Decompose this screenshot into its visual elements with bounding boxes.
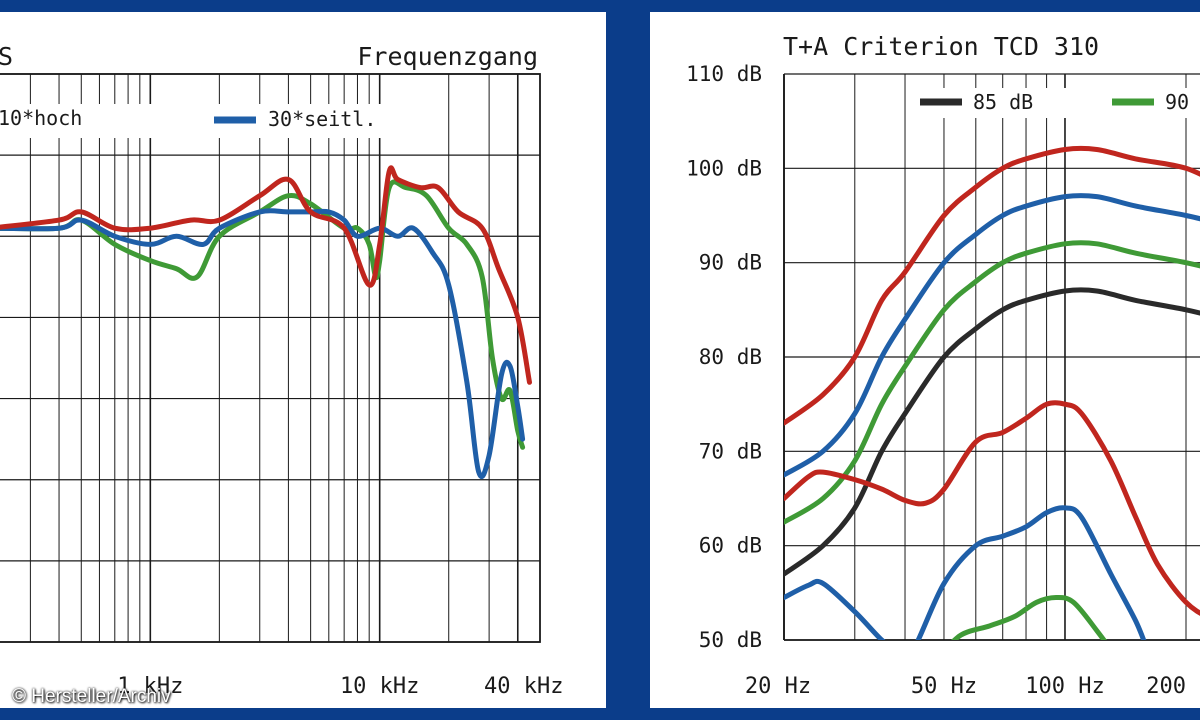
series-line-red bbox=[0, 165, 532, 385]
legend-label: 90 bbox=[1165, 90, 1189, 114]
chart-title: T+A Criterion TCD 310 bbox=[783, 32, 1099, 61]
x-tick-label: 1 kHz bbox=[117, 674, 183, 699]
y-tick-label: 60 dB bbox=[699, 534, 762, 558]
y-tick-label: 80 dB bbox=[699, 345, 762, 369]
distortion-chart: 85 dB 90 T+A Criterion TCD 310 110 dB 100 dB… bbox=[686, 32, 1200, 699]
x-tick-label: 200 Hz bbox=[1146, 674, 1200, 699]
x-tick-label: 100 Hz bbox=[1025, 674, 1104, 699]
image-credit: © Hersteller/Archiv bbox=[12, 686, 171, 707]
series-line-black bbox=[784, 287, 1200, 577]
frequenzgang-chart: 10*hoch 30*seitl. S Frequenzgang 1 kHz 10 kHz… bbox=[0, 42, 564, 699]
series-group bbox=[784, 145, 1200, 640]
series-line-blue bbox=[0, 208, 526, 479]
series-line-red bbox=[784, 400, 1200, 617]
x-tick-label: 20 Hz bbox=[745, 674, 811, 699]
y-tick-label: 50 dB bbox=[699, 628, 762, 652]
series-line-red bbox=[784, 145, 1200, 426]
series-line-green bbox=[784, 240, 1200, 525]
series-line-blue bbox=[784, 505, 1147, 640]
y-tick-label: 110 dB bbox=[686, 62, 762, 86]
chart-title-left: S bbox=[0, 42, 13, 71]
series-line-blue bbox=[784, 192, 1200, 478]
y-tick-label: 90 dB bbox=[699, 251, 762, 275]
x-tick-label: 50 Hz bbox=[911, 674, 977, 699]
series-line-green bbox=[950, 594, 1107, 640]
legend-label: 30*seitl. bbox=[268, 107, 376, 131]
chart-panel-distortion: 85 dB 90 T+A Criterion TCD 310 110 dB 100 dB… bbox=[650, 12, 1200, 708]
chart-title: Frequenzgang bbox=[357, 42, 538, 71]
chart-panel-frequenzgang: 10*hoch 30*seitl. S Frequenzgang 1 kHz 10 kHz… bbox=[0, 12, 606, 708]
plot-frame bbox=[0, 73, 541, 643]
y-tick-label: 100 dB bbox=[686, 156, 762, 180]
legend-label: 85 dB bbox=[973, 90, 1033, 114]
series-line-green bbox=[0, 179, 526, 450]
y-tick-label: 70 dB bbox=[699, 439, 762, 463]
x-tick-label: 40 kHz bbox=[484, 674, 563, 699]
legend-label: 10*hoch bbox=[0, 106, 82, 130]
x-tick-label: 10 kHz bbox=[340, 674, 419, 699]
